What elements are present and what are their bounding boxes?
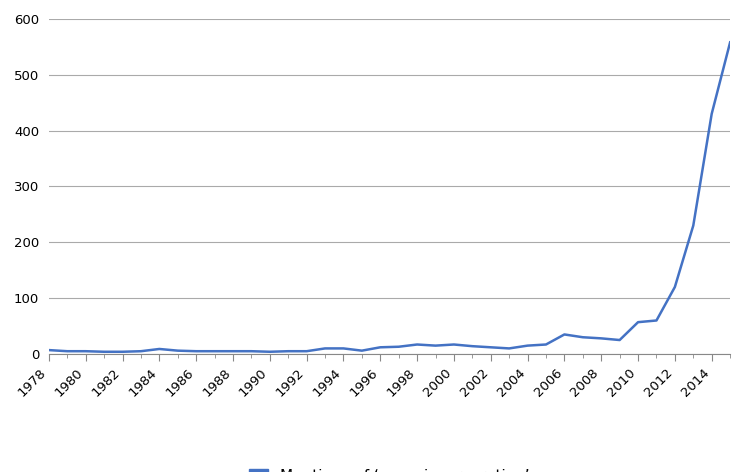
Legend: Mentions of ‘mass incarceration’: Mentions of ‘mass incarceration’ xyxy=(249,469,530,472)
